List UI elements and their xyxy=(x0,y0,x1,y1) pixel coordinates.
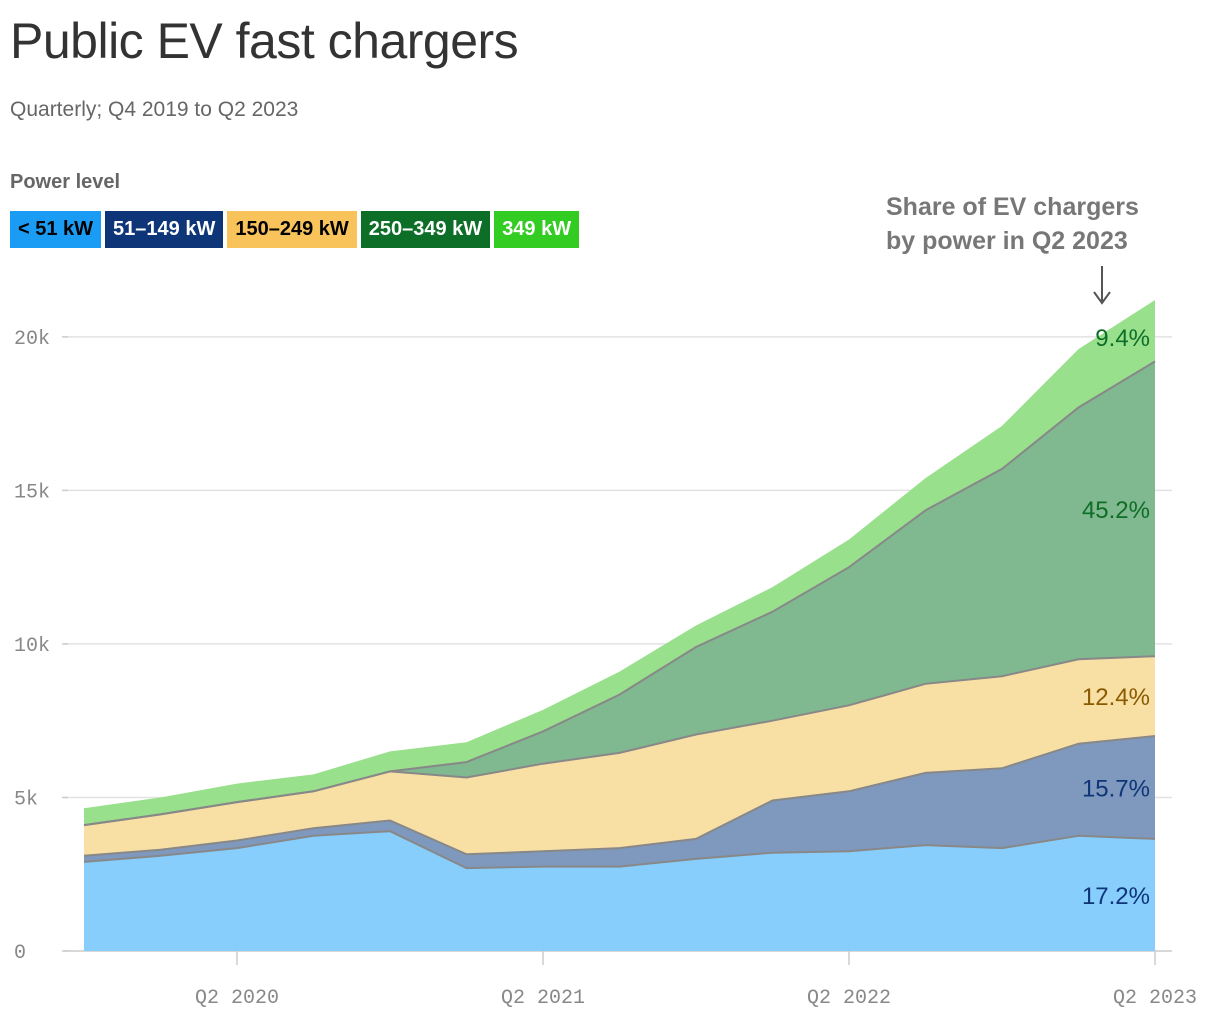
y-tick-label: 0 xyxy=(14,942,26,965)
legend-item-150-249: 150–249 kW xyxy=(227,211,357,248)
share-label: 15.7% xyxy=(1082,775,1150,802)
chart-title: Public EV fast chargers xyxy=(10,13,519,69)
legend: < 51 kW 51–149 kW 150–249 kW 250–349 kW … xyxy=(10,211,580,248)
legend-item-51-149: 51–149 kW xyxy=(105,211,224,248)
y-tick-label: 10k xyxy=(14,635,50,658)
series-boundary-line xyxy=(83,735,1156,857)
area-series xyxy=(84,831,1155,951)
legend-item-349: 349 kW xyxy=(494,211,580,248)
y-tick-label: 5k xyxy=(14,788,38,811)
share-label: 17.2% xyxy=(1082,883,1150,910)
share-note-line2: by power in Q2 2023 xyxy=(886,227,1128,255)
area-series xyxy=(84,361,1155,826)
area-layer xyxy=(83,300,1156,951)
series-boundary-line xyxy=(83,830,1156,870)
share-label: 9.4% xyxy=(1095,325,1150,352)
y-tick-label: 20k xyxy=(14,328,50,351)
legend-item-lt51: < 51 kW xyxy=(10,211,102,248)
x-tick-label: Q2 2022 xyxy=(807,987,891,1010)
share-note: Share of EV chargers by power in Q2 2023 xyxy=(886,190,1139,258)
chart-subtitle: Quarterly; Q4 2019 to Q2 2023 xyxy=(10,98,299,121)
area-series xyxy=(84,736,1155,869)
label-layer: 17.2% 15.7% 12.4% 45.2% 9.4% xyxy=(1082,266,1150,910)
note-arrow-head xyxy=(1093,291,1111,305)
share-note-line1: Share of EV chargers xyxy=(886,193,1139,221)
series-boundary-line xyxy=(83,360,1156,827)
x-tick-label: Q2 2021 xyxy=(501,987,585,1010)
x-tick-label: Q2 2020 xyxy=(195,987,279,1010)
legend-title: Power level xyxy=(10,171,121,193)
legend-item-250-349: 250–349 kW xyxy=(360,211,491,248)
axis-layer: 0 5k 10k 15k 20k Q2 2020 Q2 2021 Q2 2022 Q2 2023 xyxy=(14,328,1197,1010)
share-label: 45.2% xyxy=(1082,497,1150,524)
x-tick-label: Q2 2023 xyxy=(1113,987,1197,1010)
y-tick-label: 15k xyxy=(14,481,50,504)
area-series xyxy=(84,656,1155,856)
share-label: 12.4% xyxy=(1082,684,1150,711)
